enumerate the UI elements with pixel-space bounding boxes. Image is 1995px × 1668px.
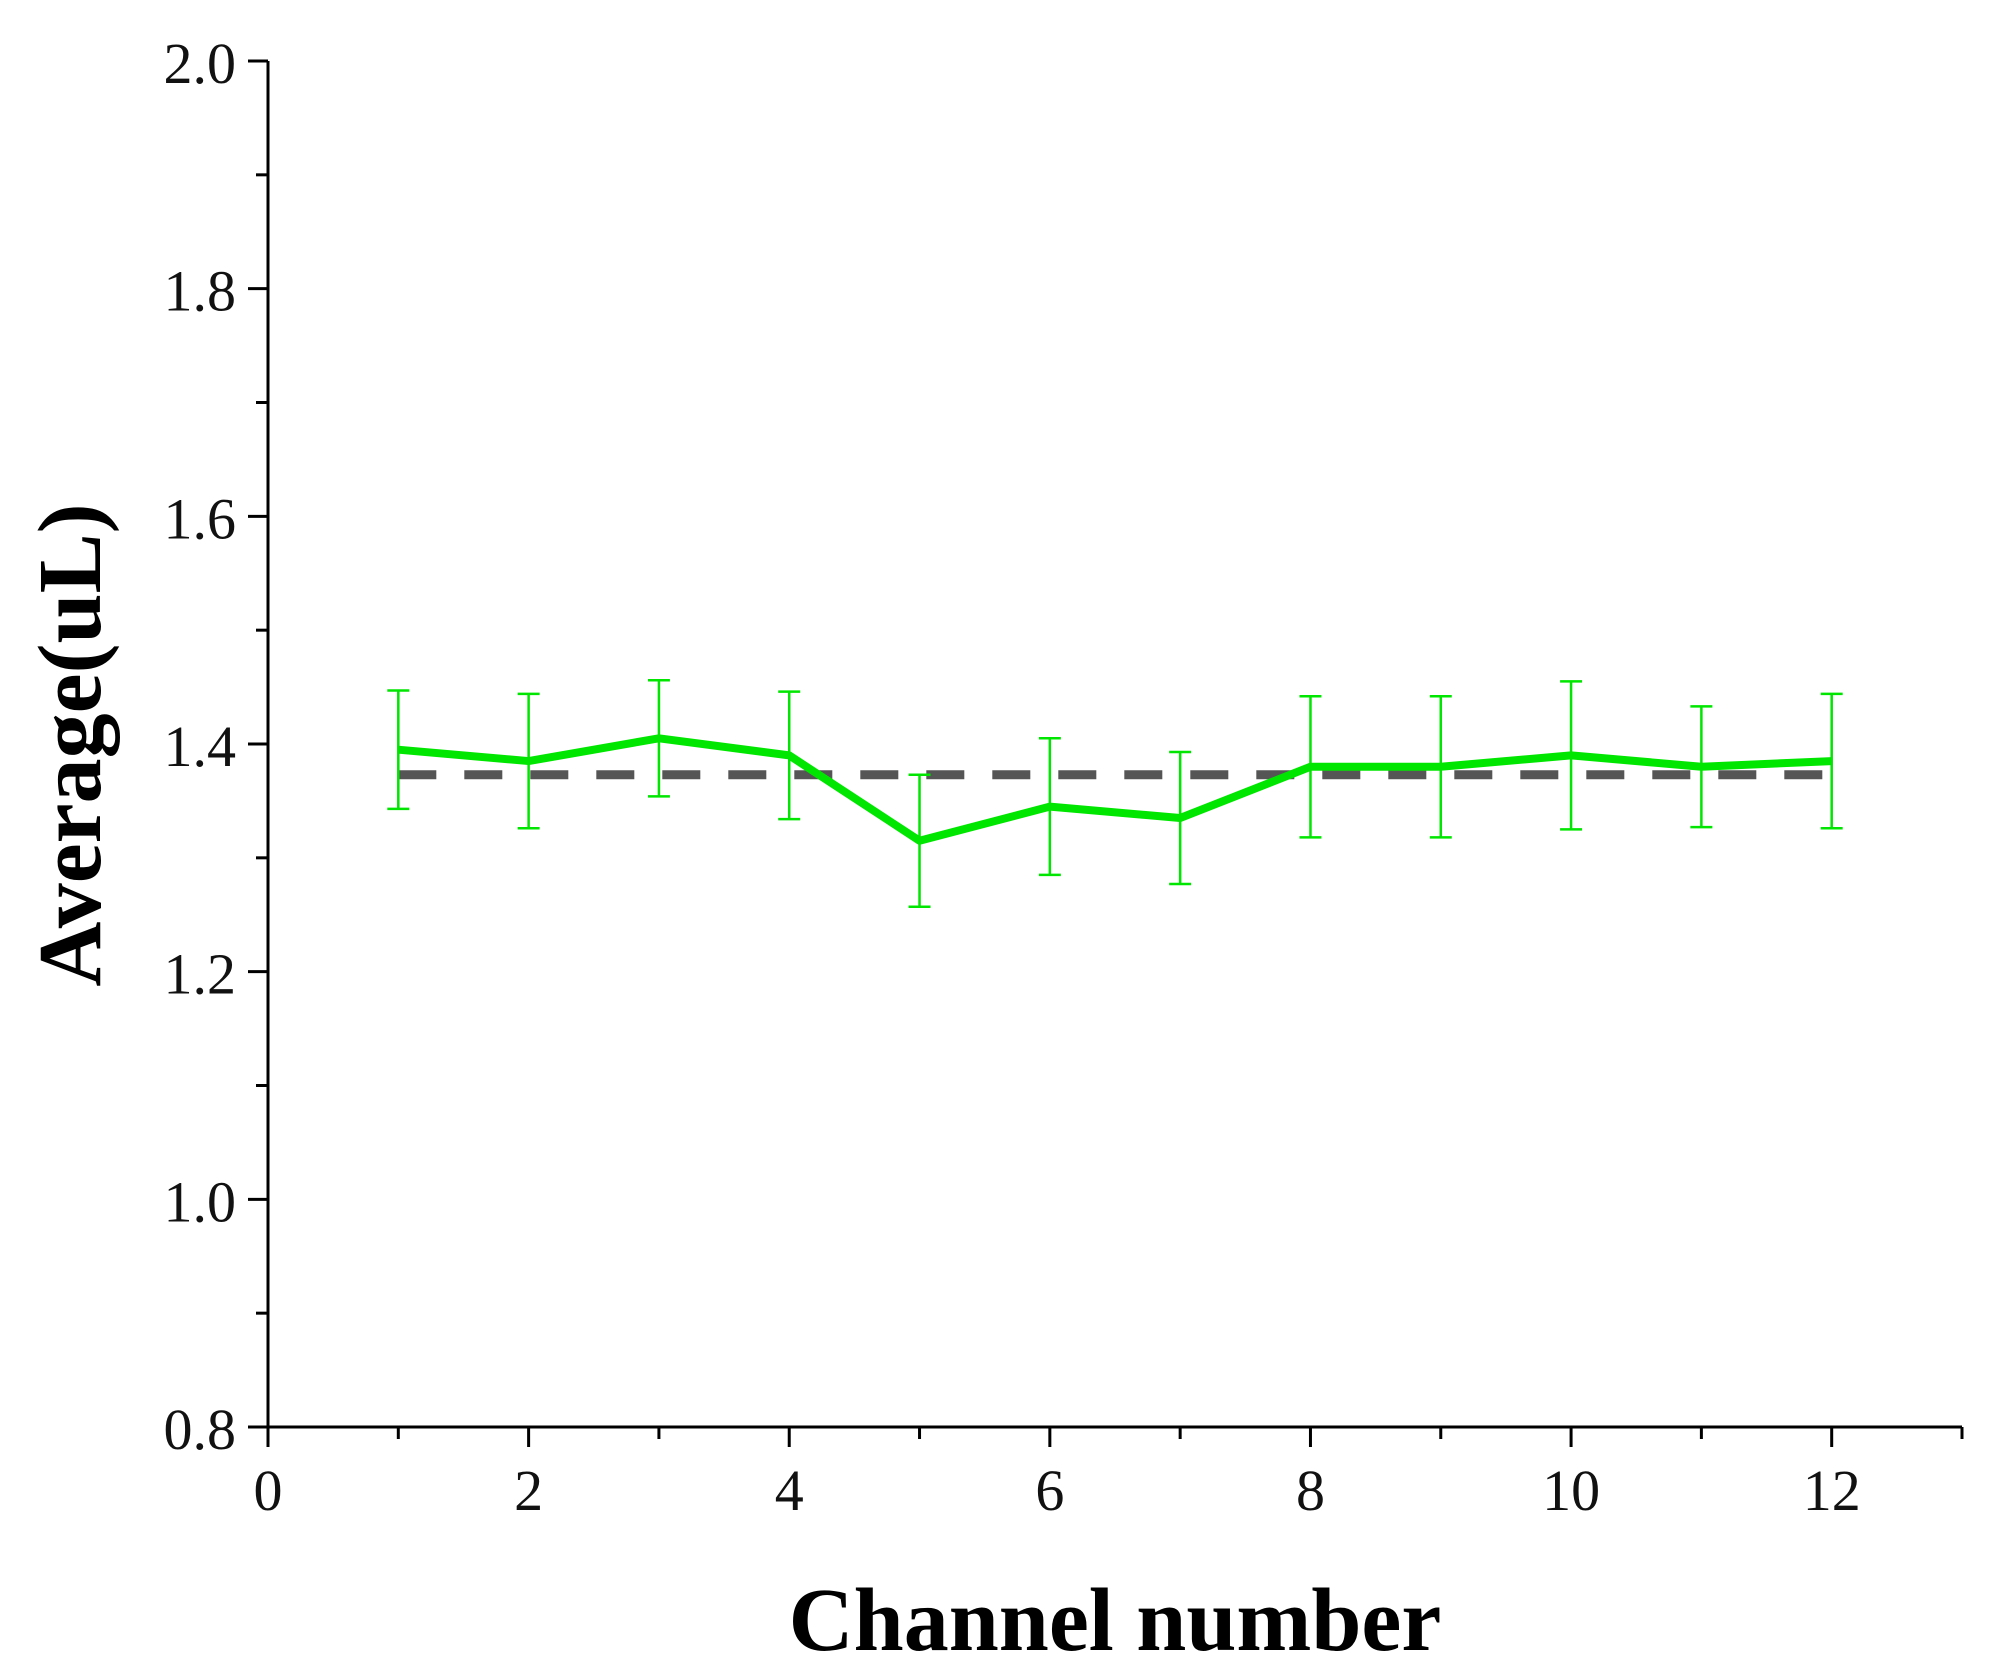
x-tick-label: 12 [1803,1458,1861,1523]
y-tick-label: 1.2 [164,942,237,1007]
x-tick-label: 10 [1542,1458,1600,1523]
x-tick-label: 0 [254,1458,283,1523]
y-tick-label: 2.0 [164,31,237,96]
y-tick-label: 0.8 [164,1397,237,1462]
y-tick-label: 1.0 [164,1169,237,1234]
x-tick-label: 4 [775,1458,804,1523]
x-tick-label: 2 [514,1458,543,1523]
x-tick-label: 6 [1035,1458,1064,1523]
y-axis-ticks: 0.8 1.0 1.2 1.4 1.6 1.8 2.0 [164,31,268,1462]
y-tick-label: 1.4 [164,714,237,779]
plot-area [387,679,1843,909]
x-axis-ticks: 0 2 4 6 8 10 12 [254,1427,1964,1523]
y-tick-label: 1.8 [164,259,237,324]
x-tick-label: 8 [1296,1458,1325,1523]
y-axis-title: Average(uL) [21,503,120,986]
error-bars [387,679,1843,909]
series-line [397,734,1832,845]
x-axis-title: Channel number [789,1571,1442,1668]
y-tick-label: 1.6 [164,486,237,551]
